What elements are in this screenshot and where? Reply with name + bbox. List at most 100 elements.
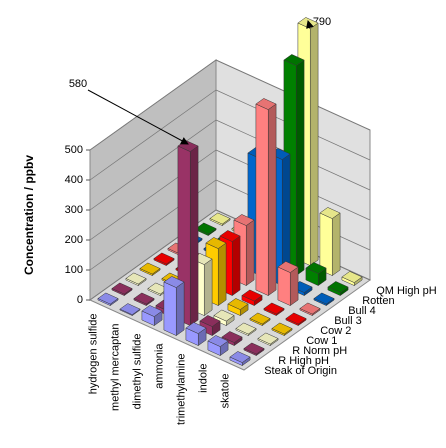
- bar-side: [295, 59, 305, 277]
- bar-side: [175, 281, 185, 337]
- bar-top: [285, 312, 307, 325]
- bar: [141, 305, 163, 327]
- bar: [255, 98, 277, 297]
- grid-line: [89, 59, 217, 151]
- bar: [213, 309, 235, 327]
- bar-top: [255, 98, 277, 110]
- bar: [271, 322, 293, 337]
- annotation: 580: [69, 78, 87, 90]
- bar: [97, 292, 119, 307]
- bar-side: [289, 266, 299, 307]
- bar-top: [263, 302, 285, 315]
- legend-label: R Norm pH: [292, 345, 347, 357]
- legend-label: Cow 2: [320, 325, 351, 337]
- bar-top: [271, 322, 293, 335]
- bar: [229, 351, 251, 367]
- grid-line: [89, 119, 217, 211]
- bar: [319, 207, 341, 277]
- bar: [241, 289, 263, 307]
- legend-label: Bull 3: [334, 315, 362, 327]
- bar-top: [139, 262, 161, 275]
- x-tick-label: dimethyl sulfide: [131, 334, 143, 410]
- bar: [227, 298, 249, 317]
- bar-top: [229, 351, 251, 363]
- y-tick-label: 0: [77, 294, 83, 306]
- bar-top: [209, 212, 231, 225]
- bar: [285, 312, 307, 327]
- bar: [209, 212, 231, 227]
- x-tick-label: trimethylamine: [175, 354, 187, 426]
- bar-top: [119, 303, 141, 315]
- legend-label: Cow 1: [306, 335, 337, 347]
- bar: [277, 261, 299, 307]
- bar-front: [255, 103, 269, 296]
- bar-top: [241, 289, 263, 302]
- bar-top: [257, 332, 279, 345]
- bar-top: [243, 342, 265, 355]
- legend-label: QM High pH: [376, 285, 437, 297]
- x-tick-label: skatole: [219, 374, 231, 409]
- bar-top: [153, 252, 175, 265]
- bar-side: [245, 219, 255, 287]
- grid-line: [89, 89, 217, 181]
- bar: [125, 272, 147, 287]
- y-tick-label: 100: [65, 264, 83, 276]
- bar-top: [277, 261, 299, 273]
- x-tick-label: ammonia: [153, 343, 165, 389]
- annotation-arrow: [306, 20, 314, 29]
- bar-top: [221, 331, 243, 343]
- bar: [133, 292, 155, 307]
- bar: [249, 312, 271, 327]
- bar-top: [249, 312, 271, 325]
- bar: [263, 302, 285, 317]
- bar-top: [97, 292, 119, 305]
- bar: [305, 262, 327, 287]
- bar: [163, 276, 185, 337]
- bar-top: [199, 315, 221, 327]
- y-tick-label: 300: [65, 204, 83, 216]
- y-tick-label: 200: [65, 234, 83, 246]
- bar-top: [305, 262, 327, 274]
- bar: [185, 322, 207, 347]
- bar-top: [111, 282, 133, 295]
- bar-top: [283, 54, 305, 66]
- y-tick-label: 500: [65, 144, 83, 156]
- bar: [341, 271, 363, 287]
- bar: [119, 303, 141, 317]
- bar: [299, 302, 321, 317]
- legend-label: Steak of Origin: [264, 365, 337, 377]
- y-tick-label: 400: [65, 174, 83, 186]
- bar-top: [185, 322, 207, 334]
- bar: [195, 222, 217, 237]
- bar: [139, 262, 161, 277]
- bar: [153, 252, 175, 267]
- bar-top: [341, 271, 363, 283]
- bar-front: [163, 281, 177, 336]
- bar-top: [207, 335, 229, 347]
- bar-side: [267, 103, 277, 297]
- bar-top: [141, 305, 163, 317]
- bar-top: [195, 222, 217, 235]
- bar: [327, 281, 349, 297]
- bar-top: [125, 272, 147, 285]
- bar-top: [213, 309, 235, 322]
- bar: [243, 342, 265, 357]
- bar-side: [189, 145, 199, 327]
- legend-label: Rotten: [362, 295, 394, 307]
- bar-side: [331, 212, 341, 277]
- bar-side: [309, 22, 319, 267]
- bar-top: [299, 302, 321, 315]
- x-tick-label: hydrogen sulfide: [87, 314, 99, 395]
- x-tick-label: indole: [197, 364, 209, 393]
- bar-top: [235, 322, 257, 335]
- bar-top: [219, 230, 241, 242]
- bar-side: [231, 235, 241, 297]
- bar: [235, 322, 257, 337]
- bar-front: [277, 266, 291, 306]
- bar: [257, 332, 279, 347]
- legend-label: R High pH: [278, 355, 329, 367]
- bar: [207, 335, 229, 357]
- bar-top: [205, 237, 227, 249]
- bar-top: [319, 207, 341, 219]
